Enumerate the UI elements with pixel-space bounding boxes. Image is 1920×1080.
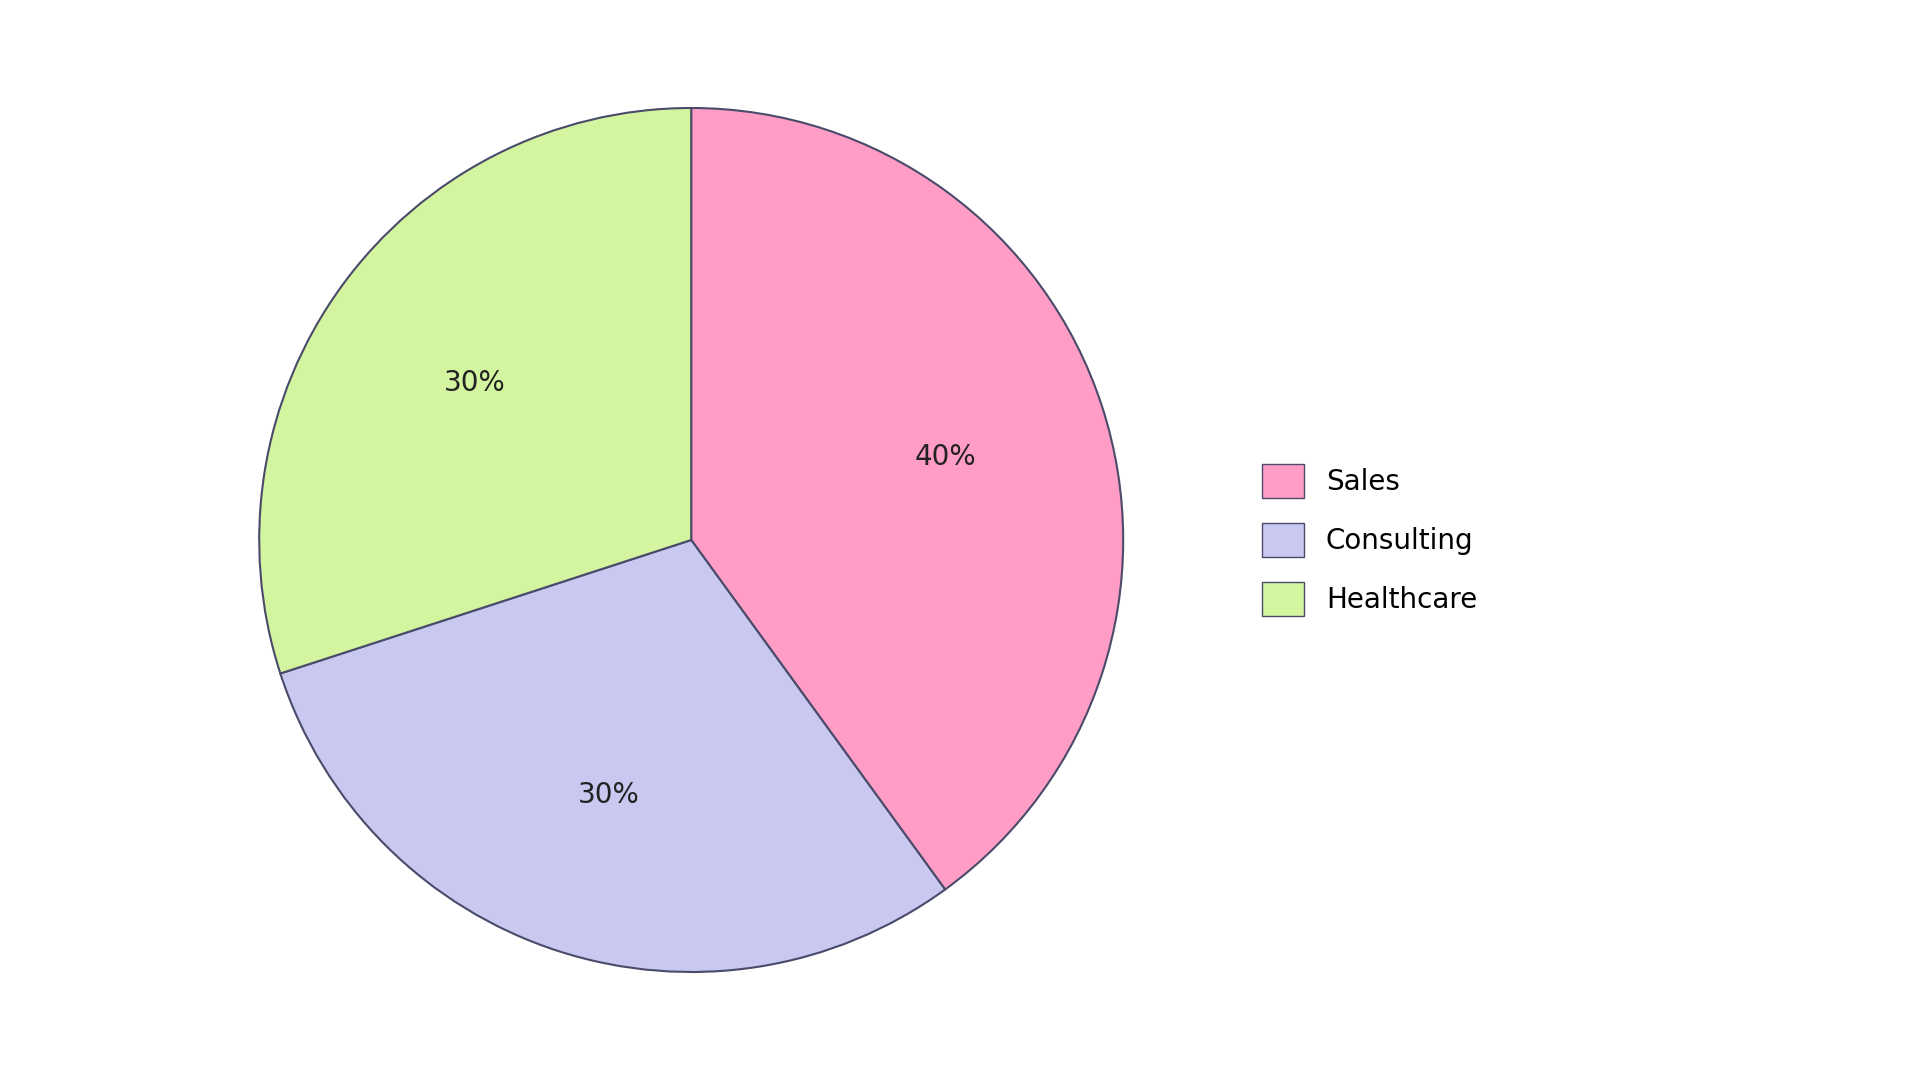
Text: 30%: 30% <box>444 368 505 396</box>
Wedge shape <box>691 108 1123 890</box>
Wedge shape <box>280 540 945 972</box>
Legend: Sales, Consulting, Healthcare: Sales, Consulting, Healthcare <box>1261 464 1476 616</box>
Text: 30%: 30% <box>578 781 639 809</box>
Wedge shape <box>259 108 691 674</box>
Text: 40%: 40% <box>916 443 977 471</box>
